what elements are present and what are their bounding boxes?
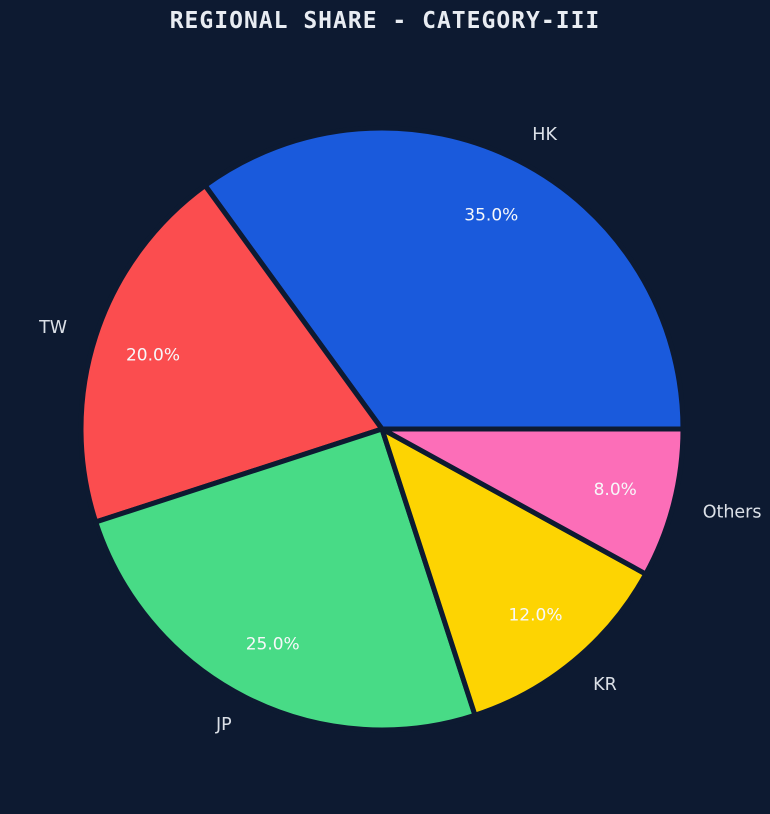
pie-slice-hk	[202, 125, 686, 432]
slice-label-others: Others	[703, 502, 762, 522]
pct-label-others: 8.0%	[594, 480, 637, 500]
pie-slice-tw	[78, 182, 385, 525]
pct-label-hk: 35.0%	[464, 205, 518, 225]
pie-slice-jp	[93, 426, 478, 733]
slice-label-jp: JP	[215, 715, 232, 735]
pie-slice-others	[379, 426, 686, 577]
slice-label-kr: KR	[593, 675, 617, 695]
slice-label-hk: HK	[532, 125, 557, 145]
pct-label-tw: 20.0%	[126, 346, 180, 366]
slice-label-tw: TW	[38, 318, 67, 338]
pct-label-jp: 25.0%	[246, 635, 300, 655]
chart-title: REGIONAL SHARE - CATEGORY-III	[169, 8, 601, 34]
pie-slice-kr	[379, 426, 649, 718]
pct-label-kr: 12.0%	[508, 605, 562, 625]
